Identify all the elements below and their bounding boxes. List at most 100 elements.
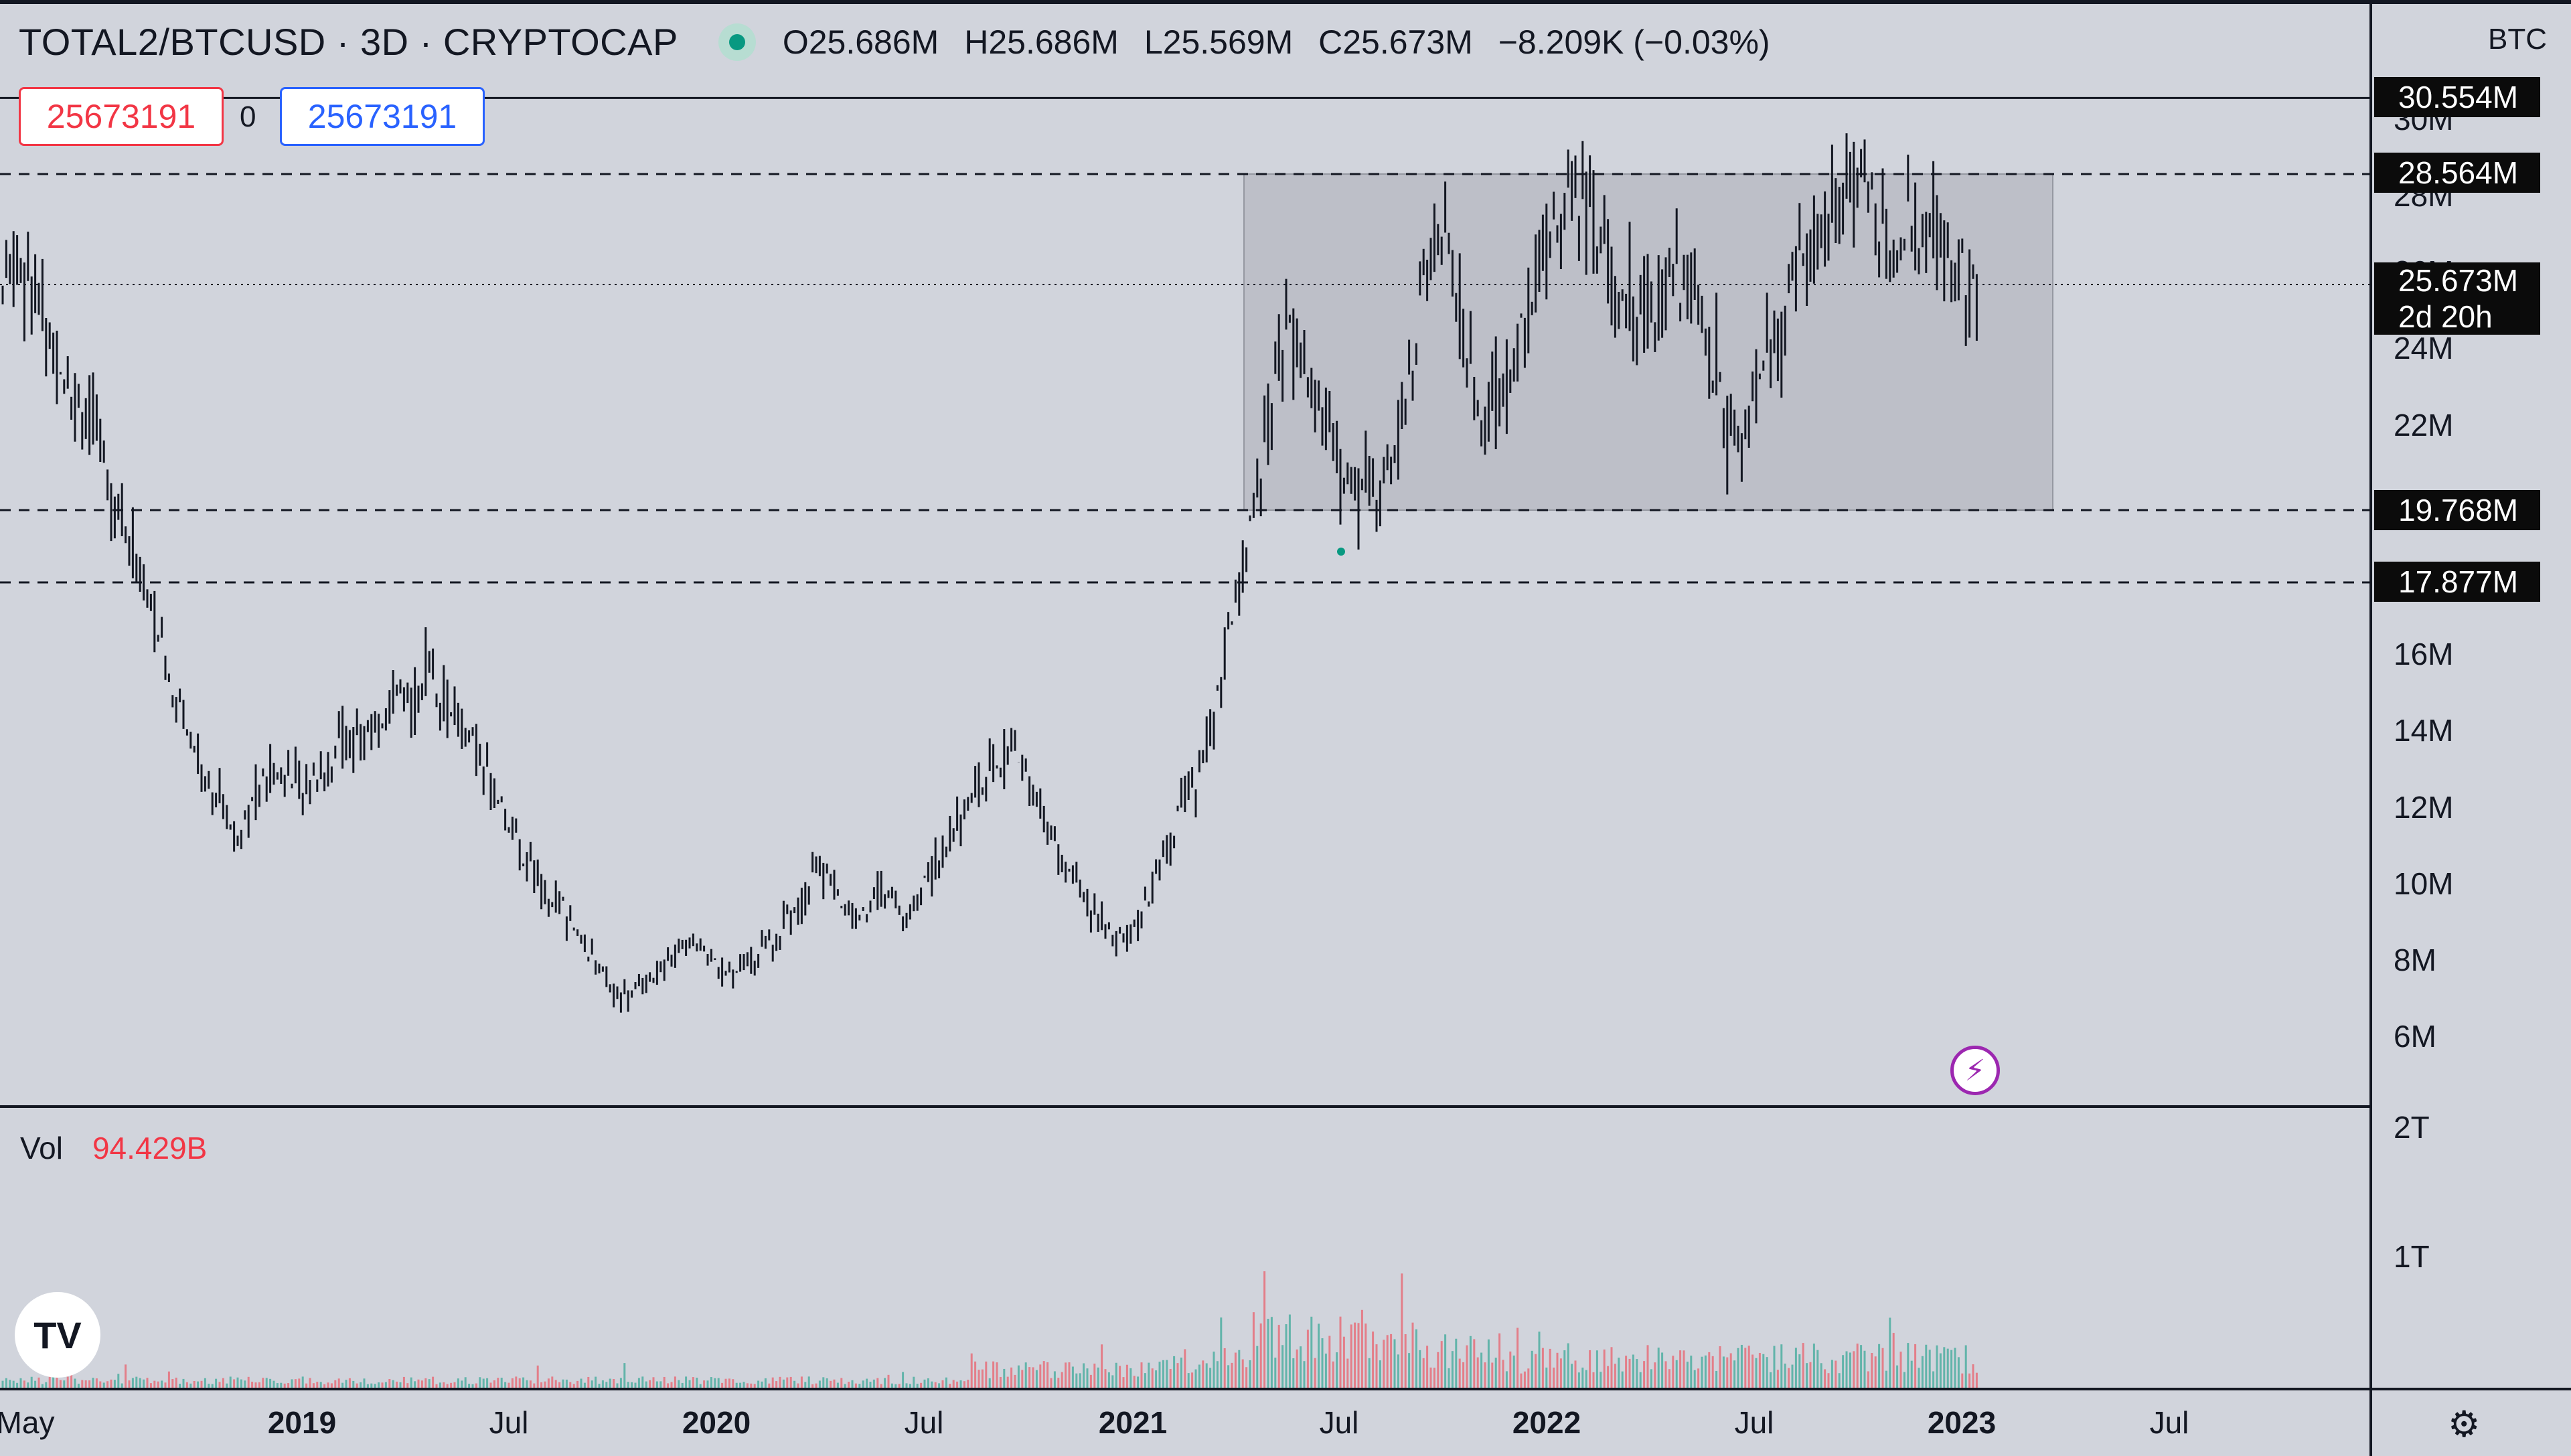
volume-bar xyxy=(345,1380,347,1388)
volume-bar xyxy=(1668,1369,1670,1388)
volume-bar xyxy=(949,1384,951,1388)
volume-bar xyxy=(1473,1339,1476,1388)
volume-bar xyxy=(392,1380,394,1388)
volume-bar xyxy=(1632,1354,1634,1388)
volume-bar xyxy=(595,1376,597,1388)
volume-bar xyxy=(999,1376,1002,1388)
volume-bar xyxy=(1068,1362,1071,1388)
volume-bar xyxy=(1440,1341,1443,1388)
volume-bar xyxy=(862,1380,864,1388)
change-value: −8.209K (−0.03%) xyxy=(1498,23,1770,61)
volume-bar xyxy=(1690,1356,1693,1388)
volume-bar xyxy=(811,1384,814,1388)
market-status-icon[interactable] xyxy=(718,23,756,61)
volume-bar xyxy=(667,1383,670,1388)
volume-bar xyxy=(1643,1361,1646,1388)
volume-bar xyxy=(402,1376,405,1388)
volume-bar xyxy=(1881,1348,1884,1388)
volume-bar xyxy=(1939,1353,1942,1388)
volume-bar xyxy=(12,1380,15,1388)
volume-bar xyxy=(963,1381,965,1388)
buy-button[interactable]: 25673191 xyxy=(280,87,485,146)
volume-bar xyxy=(1415,1329,1417,1388)
volume-bar xyxy=(1683,1350,1685,1388)
volume-legend[interactable]: Vol 94.429B xyxy=(20,1130,207,1166)
volume-bar xyxy=(489,1382,492,1388)
volume-bar xyxy=(388,1378,391,1388)
gear-icon[interactable]: ⚙ xyxy=(2448,1404,2481,1445)
top-border xyxy=(0,0,2571,4)
volume-bar xyxy=(945,1377,947,1388)
volume-bar xyxy=(84,1380,87,1388)
volume-bar xyxy=(1404,1333,1407,1388)
volume-bar xyxy=(623,1363,626,1388)
volume-bar xyxy=(526,1380,528,1388)
volume-bar xyxy=(872,1379,875,1388)
volume-bar xyxy=(1101,1344,1103,1388)
volume-bar xyxy=(1798,1354,1801,1388)
volume-bar xyxy=(251,1381,254,1388)
volume-bar xyxy=(1516,1327,1519,1388)
volume-bar xyxy=(222,1378,224,1388)
volume-bar xyxy=(189,1383,192,1388)
volume-bar xyxy=(1527,1368,1530,1388)
volume-bar xyxy=(1451,1351,1454,1388)
volume-bar xyxy=(193,1380,196,1388)
volume-bar xyxy=(699,1384,702,1388)
volume-bar xyxy=(428,1379,431,1388)
symbol-title[interactable]: TOTAL2/BTCUSD · 3D · CRYPTOCAP xyxy=(19,21,678,63)
volume-bar xyxy=(952,1380,955,1388)
time-axis-label: 2020 xyxy=(682,1405,751,1440)
sell-button[interactable]: 25673191 xyxy=(19,87,224,146)
ohlc-readout: O25.686M H25.686M L25.569M C25.673M −8.2… xyxy=(783,23,1786,62)
close-value: C25.673M xyxy=(1318,23,1473,61)
price-axis-label: 22M xyxy=(2394,408,2454,442)
volume-bar xyxy=(779,1376,781,1388)
volume-bar xyxy=(1386,1335,1389,1388)
volume-bar xyxy=(464,1377,467,1388)
volume-bar xyxy=(453,1382,456,1388)
volume-bar xyxy=(974,1361,977,1388)
volume-bar xyxy=(1223,1348,1226,1388)
volume-bar xyxy=(1194,1369,1197,1388)
price-axis-unit[interactable]: BTC xyxy=(2488,23,2547,56)
volume-bar xyxy=(229,1376,232,1388)
time-axis-label: Jul xyxy=(1734,1405,1774,1440)
volume-bar xyxy=(414,1381,416,1388)
volume-bar xyxy=(1856,1344,1859,1388)
volume-bar xyxy=(1042,1361,1045,1388)
volume-bar xyxy=(1853,1351,1855,1388)
volume-bar xyxy=(1231,1362,1233,1388)
time-axis-label: Jul xyxy=(2149,1405,2189,1440)
volume-bar xyxy=(818,1380,821,1388)
volume-bar xyxy=(1397,1354,1399,1388)
volume-bar xyxy=(1535,1354,1537,1388)
volume-bar xyxy=(547,1378,550,1388)
volume-bar xyxy=(1300,1346,1302,1388)
volume-bar xyxy=(1744,1348,1747,1388)
volume-bar xyxy=(1776,1370,1779,1388)
volume-bar xyxy=(1419,1350,1421,1388)
volume-bar xyxy=(265,1378,268,1388)
volume-bar xyxy=(185,1382,188,1388)
volume-bar xyxy=(1003,1368,1006,1388)
volume-bar xyxy=(967,1380,969,1388)
volume-bar xyxy=(63,1380,66,1388)
volume-bar xyxy=(1021,1370,1024,1388)
volume-bar xyxy=(800,1376,803,1388)
volume-bar xyxy=(149,1383,152,1388)
volume-bar xyxy=(1885,1370,1887,1388)
volume-bar xyxy=(1176,1363,1179,1388)
volume-bar xyxy=(511,1378,514,1388)
volume-bar xyxy=(240,1379,242,1388)
volume-bar xyxy=(1577,1372,1580,1388)
volume-bar xyxy=(923,1379,926,1388)
volume-bar xyxy=(1925,1344,1928,1388)
tradingview-logo[interactable]: TV xyxy=(15,1292,100,1378)
volume-bar xyxy=(1770,1372,1772,1388)
lightning-icon[interactable]: ⚡ xyxy=(1950,1046,2000,1095)
volume-bar xyxy=(1191,1372,1194,1388)
volume-bar xyxy=(1328,1336,1331,1388)
volume-bar xyxy=(775,1381,778,1388)
